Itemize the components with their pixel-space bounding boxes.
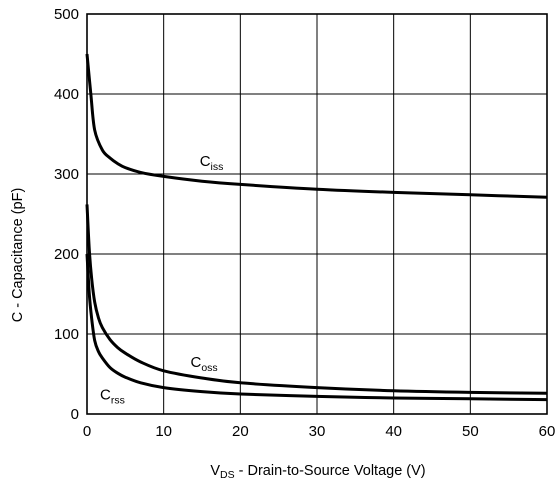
grid-lines [87,14,547,414]
x-tick-label-30: 30 [309,423,326,440]
curve-label-coss: Coss [191,354,218,374]
y-tick-label-500: 500 [54,6,79,23]
x-axis-title-main: V [210,463,220,479]
x-tick-label-0: 0 [83,423,91,440]
x-axis-title-sub: DS [220,469,235,481]
x-axis-title: VDS - Drain-to-Source Voltage (V) [210,463,425,481]
y-tick-label-200: 200 [54,246,79,263]
curve-label-ciss: Ciss [200,153,224,173]
plot-frame [86,13,548,415]
series-line-crss [85,253,548,402]
tick-labels: 0 10 20 30 40 50 60 0 100 200 300 400 500 [54,6,555,440]
series-line-coss [85,204,548,395]
series-line-ciss [85,53,548,199]
y-tick-label-400: 400 [54,86,79,103]
series-group [85,53,548,402]
x-axis-title-rest: - Drain-to-Source Voltage (V) [235,463,426,479]
y-tick-label-0: 0 [71,406,79,423]
x-tick-label-20: 20 [232,423,249,440]
x-tick-label-50: 50 [462,423,479,440]
x-tick-label-60: 60 [539,423,556,440]
x-tick-label-40: 40 [385,423,402,440]
x-tick-label-10: 10 [155,423,172,440]
curve-label-crss: Crss [100,387,125,407]
curve-labels: Ciss Coss Crss [100,153,223,407]
y-tick-label-300: 300 [54,166,79,183]
y-axis-title: C - Capacitance (pF) [10,188,26,323]
y-tick-label-100: 100 [54,326,79,343]
